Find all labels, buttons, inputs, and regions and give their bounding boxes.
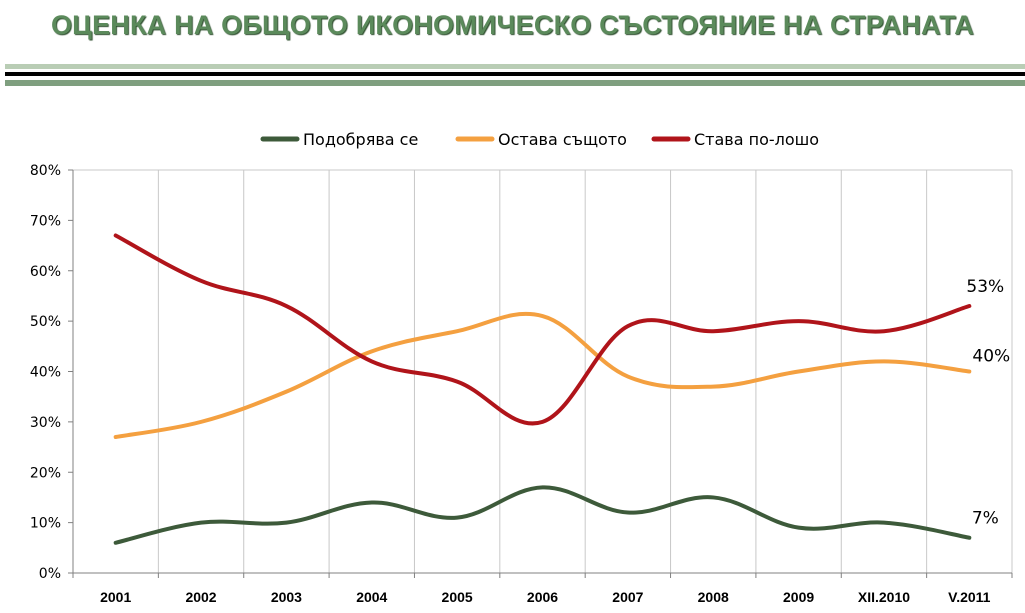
y-tick-label: 50% — [30, 314, 61, 330]
series-line-3 — [113, 233, 972, 426]
x-tick-label: 2009 — [783, 589, 814, 605]
chart-grid — [73, 169, 1013, 573]
x-tick-label: 2006 — [527, 589, 558, 605]
legend-label-3: Става по-лошо — [694, 130, 819, 149]
x-tick-label: V.2011 — [948, 589, 991, 605]
x-tick-label: 2005 — [442, 589, 473, 605]
series-line-1 — [113, 485, 972, 545]
x-tick-label: XII.2010 — [858, 589, 910, 605]
y-tick-label: 10% — [30, 516, 61, 532]
y-tick-label: 20% — [30, 465, 61, 481]
x-tick-label: 2007 — [612, 589, 643, 605]
x-tick-label: 2002 — [185, 589, 216, 605]
data-label-end-2: 40% — [972, 347, 1010, 367]
y-tick-label: 80% — [30, 163, 61, 179]
series-line-2 — [113, 311, 972, 439]
legend-label-1: Подобрява се — [303, 130, 418, 149]
x-tick-label: 2001 — [100, 589, 131, 605]
data-label-end-1: 7% — [972, 509, 999, 529]
y-tick-label: 30% — [30, 415, 61, 431]
header-rule-green — [5, 80, 1025, 86]
legend-label-2: Остава същото — [498, 130, 627, 149]
header-rule-light — [5, 64, 1025, 69]
chart-axes: 0% 10% 20% 30% 40% 50% 60% 70% 80% 2001 2002 2003 20… — [30, 163, 1013, 605]
y-tick-label: 0% — [39, 566, 61, 582]
chart-legend: Подобрява се Остава същото Става по-лошо — [260, 130, 819, 149]
x-tick-label: 2004 — [356, 589, 387, 605]
header-rule-dark — [5, 72, 1025, 76]
chart-data-labels: 7% 40% 53% — [966, 277, 1010, 529]
page-title: ОЦЕНКА НА ОБЩОТО ИКОНОМИЧЕСКО СЪСТОЯНИЕ … — [50, 10, 975, 40]
x-tick-label: 2003 — [271, 589, 302, 605]
x-tick-label: 2008 — [698, 589, 729, 605]
data-label-end-3: 53% — [966, 277, 1004, 297]
y-tick-label: 60% — [30, 264, 61, 280]
chart-series — [113, 233, 972, 545]
y-tick-label: 70% — [30, 213, 61, 229]
y-tick-label: 40% — [30, 365, 61, 381]
